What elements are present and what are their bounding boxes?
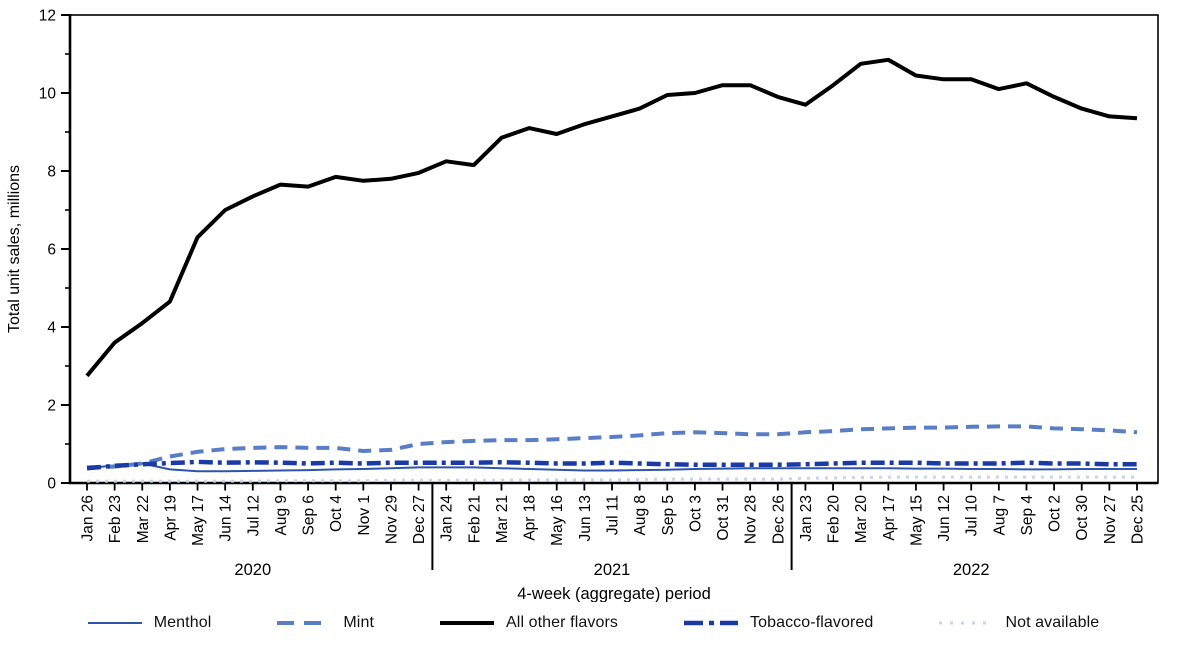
legend-item-tobacco-flavored: Tobacco-flavored	[682, 614, 873, 632]
y-tick-label: 8	[47, 164, 56, 181]
y-tick-label: 4	[47, 320, 56, 337]
x-tick-label: Oct 2	[1047, 495, 1064, 532]
legend-label: All other flavors	[506, 614, 618, 631]
legend-swatch-all-other-flavors	[440, 621, 495, 625]
x-tick-label: Sep 6	[301, 495, 318, 536]
x-tick-label: Jun 14	[218, 495, 235, 542]
x-tick-label: Dec 26	[770, 495, 787, 544]
y-tick-label: 2	[47, 398, 56, 415]
x-tick-label: Nov 28	[743, 495, 760, 544]
x-tick-label: Sep 5	[660, 495, 677, 536]
x-tick-label: Jul 11	[605, 495, 622, 535]
legend-item-all-other-flavors: All other flavors	[438, 614, 618, 632]
x-tick-label: Sep 4	[1019, 495, 1036, 536]
x-tick-label: Feb 21	[466, 495, 483, 543]
plot-border	[69, 14, 1159, 484]
x-tick-label: Oct 31	[715, 495, 732, 541]
x-tick-label: May 17	[190, 495, 207, 546]
x-tick-label: Oct 30	[1074, 495, 1091, 541]
x-tick-label: Apr 17	[881, 495, 898, 541]
x-tick-label: Jan 24	[439, 495, 456, 542]
x-tick-label: Nov 29	[383, 495, 400, 544]
x-tick-label: Jul 10	[964, 495, 981, 537]
legend-swatch-tobacco-flavored	[683, 620, 738, 626]
x-tick-label: Jan 23	[798, 495, 815, 542]
legend-item-menthol: Menthol	[86, 614, 212, 632]
y-tick-label: 0	[47, 476, 56, 493]
x-tick-label: Aug 7	[991, 495, 1008, 536]
x-tick-label: Dec 25	[1130, 495, 1147, 544]
x-tick-label: Feb 20	[826, 495, 843, 544]
x-tick-label: Jun 12	[936, 495, 953, 542]
x-tick-label: Mar 20	[853, 495, 870, 544]
x-tick-label: Aug 9	[273, 495, 290, 536]
x-tick-label: Dec 27	[411, 495, 428, 544]
legend-swatch-not-available	[939, 621, 994, 625]
x-axis-title: 4-week (aggregate) period	[517, 585, 711, 602]
x-tick-label: Jun 13	[577, 495, 594, 542]
x-tick-label: Apr 18	[522, 495, 539, 541]
year-label: 2021	[594, 561, 631, 579]
y-tick-label: 6	[47, 242, 56, 259]
legend-label: Menthol	[153, 614, 212, 631]
x-tick-label: May 16	[549, 495, 566, 546]
legend-item-mint: Mint	[275, 614, 374, 632]
year-label: 2022	[953, 561, 990, 579]
series-line-all-other-flavors	[85, 57, 1138, 378]
year-label: 2020	[234, 561, 271, 579]
x-tick-label: Feb 23	[107, 495, 124, 543]
legend-label: Mint	[343, 614, 375, 631]
chart-legend: Menthol Mint All other flavors Tobacco-flav…	[0, 602, 1185, 644]
series-line-not-available	[87, 475, 1137, 483]
x-tick-label: May 15	[908, 495, 925, 546]
series-line-mint	[86, 424, 1138, 470]
x-tick-label: Nov 1	[356, 495, 373, 536]
x-tick-label: Mar 22	[135, 495, 152, 543]
x-tick-label: Jul 12	[245, 495, 262, 536]
legend-swatch-menthol	[87, 622, 142, 624]
legend-label: Not available	[1005, 614, 1100, 631]
x-tick-label: Apr 19	[162, 495, 179, 541]
line-chart: 0 2 4 6 8 10 12 Total unit sales, millions Jan 2…	[6, 8, 1159, 603]
series-line-tobacco-flavored	[86, 459, 1137, 471]
legend-item-not-available: Not available	[937, 614, 1099, 632]
series-line-menthol	[86, 462, 1137, 473]
y-tick-label: 12	[39, 8, 56, 25]
x-tick-label: Oct 3	[687, 495, 704, 532]
legend-swatch-mint	[277, 621, 332, 625]
x-tick-label: Jan 26	[80, 495, 97, 542]
x-tick-label: Oct 4	[328, 495, 345, 532]
x-tick-label: Mar 21	[494, 495, 511, 543]
x-tick-label: Aug 8	[632, 495, 649, 536]
y-tick-label: 10	[39, 86, 57, 103]
legend-label: Tobacco-flavored	[749, 614, 874, 631]
x-tick-label: Nov 27	[1102, 495, 1119, 544]
y-axis-title: Total unit sales, millions	[6, 165, 23, 333]
